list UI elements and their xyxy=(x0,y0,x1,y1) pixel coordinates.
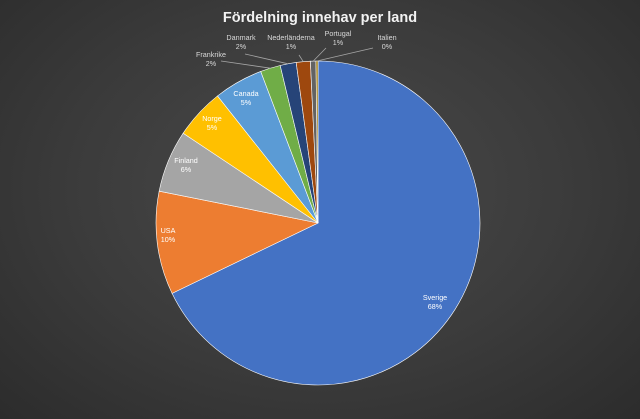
slice-value-finland: 6% xyxy=(181,165,192,174)
slice-value-canada: 5% xyxy=(241,98,252,107)
leader-line-portugal xyxy=(312,47,327,62)
slice-value-nederländerna: 1% xyxy=(286,42,297,51)
slice-label-frankrike: Frankrike xyxy=(196,50,226,59)
slice-value-sverige: 68% xyxy=(428,302,443,311)
pie-slice-sverige xyxy=(171,60,481,386)
slice-label-danmark: Danmark xyxy=(226,33,256,42)
leader-line-danmark xyxy=(244,53,289,65)
leader-line-nederländerna xyxy=(298,54,304,62)
slice-label-portugal: Portugal xyxy=(325,29,352,38)
slice-value-frankrike: 2% xyxy=(206,59,217,68)
slice-value-danmark: 2% xyxy=(236,42,247,51)
slice-label-norge: Norge xyxy=(202,114,222,123)
slice-value-norge: 5% xyxy=(207,123,218,132)
slice-value-italien: 0% xyxy=(382,42,393,51)
pie-slice-usa xyxy=(155,190,319,294)
slice-label-italien: Italien xyxy=(377,33,396,42)
slice-label-usa: USA xyxy=(161,226,176,235)
slice-value-usa: 10% xyxy=(161,235,176,244)
slice-label-canada: Canada xyxy=(233,89,258,98)
slice-value-portugal: 1% xyxy=(333,38,344,47)
leader-line-italien xyxy=(316,47,374,62)
leader-line-frankrike xyxy=(220,60,271,69)
slice-label-sverige: Sverige xyxy=(423,293,447,302)
slice-label-finland: Finland xyxy=(174,156,198,165)
chart-title: Fördelning innehav per land xyxy=(223,10,417,26)
slice-label-nederländerna: Nederländerna xyxy=(267,33,315,42)
